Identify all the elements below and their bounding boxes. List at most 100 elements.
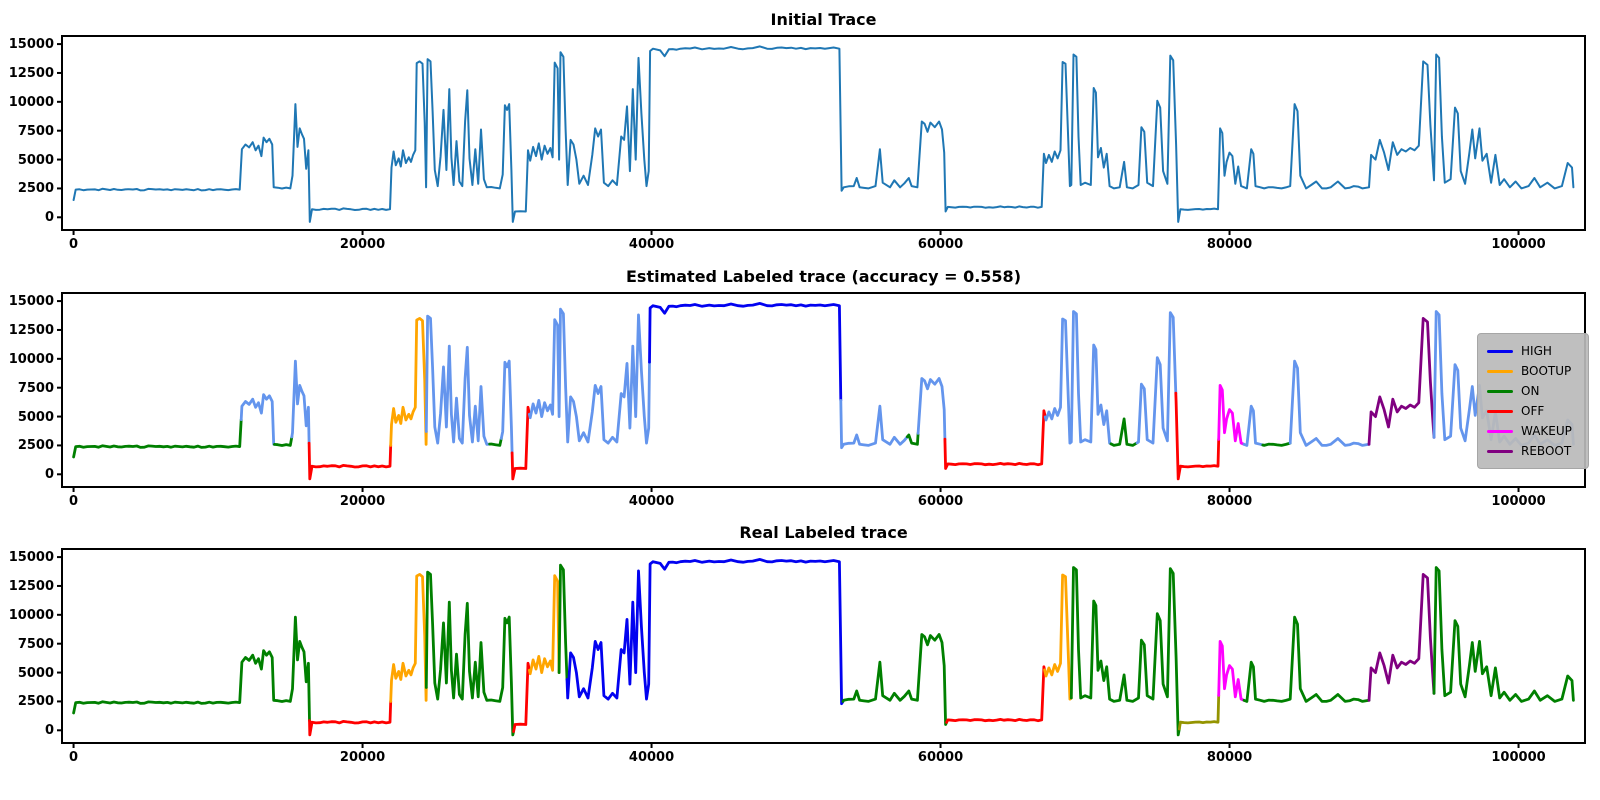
trace-segment-on: [557, 563, 569, 681]
trace-segment-unlabeled: [239, 393, 276, 446]
trace-segment-off: [1174, 391, 1221, 481]
y-tick-label: 12500: [8, 322, 54, 338]
plot-title-initial: Initial Trace: [770, 10, 877, 29]
trace-line: [72, 45, 1575, 223]
trace-segment-wakeup: [1217, 384, 1246, 446]
trace-segment-unlabeled: [528, 307, 651, 445]
x-tick-label: 40000: [628, 494, 675, 509]
legend-label-off: OFF: [1521, 404, 1545, 418]
y-tick-label: 2500: [17, 181, 54, 197]
trace-segment-on: [488, 437, 503, 447]
axes-spines: [61, 292, 1586, 488]
trace-segment-bootup: [389, 573, 428, 703]
x-tick-label: 80000: [1206, 750, 1253, 765]
trace-segment-unlabeled: [1242, 404, 1265, 447]
x-tick-label: 0: [69, 237, 79, 252]
trace-segment-on: [841, 633, 948, 726]
y-tick-label: 7500: [17, 636, 54, 652]
x-tick-label: 60000: [917, 750, 964, 765]
trace-segment-high: [565, 558, 845, 706]
trace-segment-on: [905, 431, 920, 446]
trace-segment-unlabeled: [1043, 310, 1113, 446]
x-tick-label: 0: [69, 750, 79, 765]
x-tick-label: 60000: [917, 494, 964, 509]
y-tick-label: 15000: [8, 37, 54, 53]
trace-segment-unlabeled: [290, 359, 311, 445]
trace-segment-reboot: [1367, 317, 1436, 446]
y-tick-label: 5000: [17, 665, 54, 681]
trace-segment-off: [307, 441, 393, 481]
legend-swatch-bootup: [1487, 369, 1513, 373]
trace-segment-off: [510, 405, 531, 481]
legend-label-on: ON: [1521, 384, 1540, 398]
y-tick-label: 10000: [8, 351, 54, 367]
x-tick-label: 80000: [1206, 494, 1253, 509]
trace-segment-off: [945, 665, 1046, 724]
trace-segment-unlabeled: [1288, 359, 1371, 447]
y-tick-label: 10000: [8, 607, 54, 623]
trace-segment-on: [273, 435, 294, 447]
y-tick-label: 12500: [8, 578, 54, 594]
y-tick-label: 2500: [17, 438, 54, 454]
trace-segment-other: [1177, 693, 1221, 731]
trace-segment-on: [1432, 566, 1575, 703]
legend-item-reboot: REBOOT: [1487, 441, 1580, 461]
legend-item-on: ON: [1487, 381, 1580, 401]
trace-segment-on: [1242, 615, 1371, 703]
y-tick-label: 7500: [17, 380, 54, 396]
legend-label-reboot: REBOOT: [1521, 444, 1572, 458]
legend-label-bootup: BOOTUP: [1521, 364, 1572, 378]
y-tick-label: 7500: [17, 123, 54, 139]
x-tick-label: 40000: [628, 237, 675, 252]
plot-area-real: [57, 548, 1586, 748]
trace-segment-off: [512, 661, 531, 733]
y-tick-label: 2500: [17, 694, 54, 710]
x-tick-label: 100000: [1491, 494, 1546, 509]
legend-item-wakeup: WAKEUP: [1487, 421, 1580, 441]
x-tick-label: 20000: [339, 750, 386, 765]
plot-area-initial: [57, 35, 1586, 235]
plot-area-estimated: [57, 292, 1586, 492]
trace-segment-on: [1261, 441, 1292, 447]
x-tick-label: 80000: [1206, 237, 1253, 252]
y-tick-label: 5000: [17, 409, 54, 425]
legend-label-high: HIGH: [1521, 344, 1552, 358]
trace-segment-unlabeled: [499, 359, 514, 455]
legend-swatch-on: [1487, 389, 1513, 393]
y-tick-label: 15000: [8, 550, 54, 566]
legend-swatch-wakeup: [1487, 429, 1513, 433]
trace-segment-on: [72, 615, 311, 722]
x-tick-label: 100000: [1491, 237, 1546, 252]
legend-swatch-reboot: [1487, 449, 1513, 453]
trace-segment-reboot: [1367, 573, 1436, 702]
y-tick-label: 0: [44, 467, 54, 483]
trace-segment-unlabeled: [839, 399, 909, 450]
trace-segment-on: [424, 570, 515, 737]
legend-swatch-high: [1487, 349, 1513, 353]
legend-item-off: OFF: [1487, 401, 1580, 421]
x-tick-label: 100000: [1491, 750, 1546, 765]
y-tick-label: 12500: [8, 65, 54, 81]
y-tick-label: 0: [44, 723, 54, 739]
y-tick-label: 0: [44, 210, 54, 226]
plot-title-real: Real Labeled trace: [739, 523, 908, 542]
legend-item-high: HIGH: [1487, 341, 1580, 361]
plot-title-estimated: Estimated Labeled trace (accuracy = 0.55…: [625, 267, 1021, 286]
trace-segment-on: [72, 418, 243, 459]
x-tick-label: 20000: [339, 237, 386, 252]
y-tick-label: 10000: [8, 94, 54, 110]
trace-segment-unlabeled: [1135, 311, 1178, 445]
trace-segment-bootup: [528, 574, 561, 676]
trace-segment-unlabeled: [916, 377, 947, 441]
legend: HIGH BOOTUP ON OFF WAKEUP REBOOT: [1477, 333, 1589, 469]
axes-spines: [61, 35, 1586, 231]
axes-spines: [61, 548, 1586, 744]
x-tick-label: 60000: [917, 237, 964, 252]
trace-segment-bootup: [389, 317, 428, 447]
trace-segment-off: [943, 409, 1047, 470]
trace-segment-on: [1069, 566, 1181, 737]
trace-segment-off: [308, 700, 393, 737]
trace-segment-bootup: [1043, 573, 1073, 701]
legend-item-bootup: BOOTUP: [1487, 361, 1580, 381]
